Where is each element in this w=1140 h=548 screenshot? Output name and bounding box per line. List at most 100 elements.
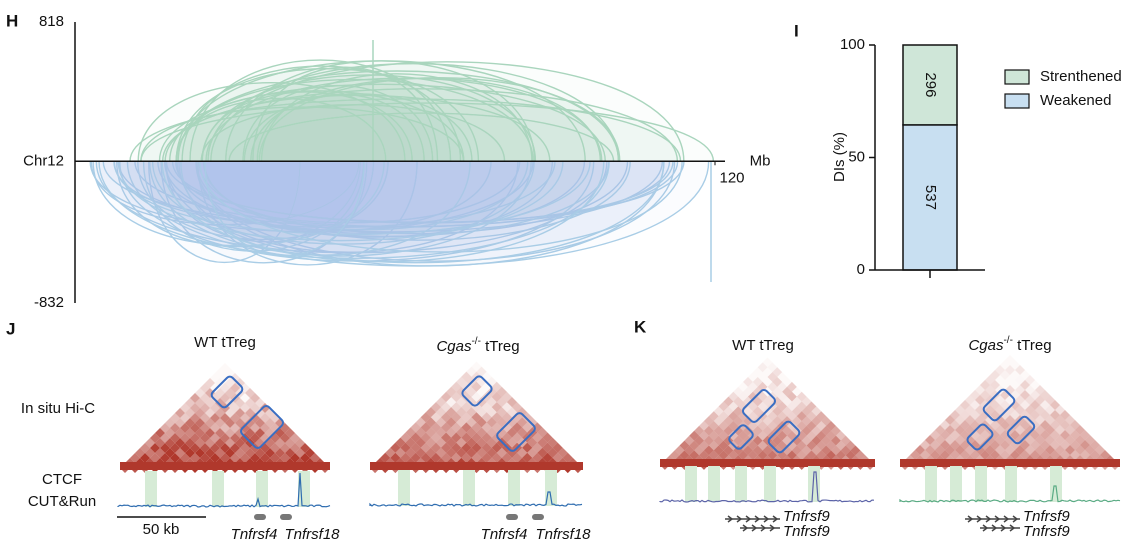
gene-label: Tnfrsf9: [783, 523, 830, 540]
hic-cell: [752, 396, 763, 407]
hic-cell: [410, 442, 421, 453]
hic-cell: [694, 435, 704, 446]
hic-cell: [471, 391, 482, 403]
hic-cell: [235, 408, 245, 418]
hic-cell: [811, 406, 822, 417]
signal-track: [899, 485, 1121, 503]
hic-cell: [703, 435, 714, 446]
gene-arrow: [982, 524, 989, 532]
hic-cell: [1020, 400, 1030, 410]
hic-cell: [425, 407, 436, 418]
hic-cell: [757, 381, 768, 392]
hic-cell: [990, 420, 1000, 430]
hic-cell: [970, 390, 980, 400]
hic-cell: [1070, 430, 1080, 440]
hic-cell: [1000, 400, 1010, 410]
hic-cell: [699, 421, 709, 431]
peak-band: [398, 470, 410, 506]
title-suffix: tTreg: [1013, 337, 1052, 354]
hic-cell: [501, 452, 512, 463]
hic-cell: [461, 371, 472, 382]
hic-cell: [512, 422, 523, 433]
gene-arrow: [736, 515, 743, 523]
hic-cell: [1055, 425, 1065, 435]
x-tick-label: 120: [719, 169, 744, 186]
hic-cell: [835, 430, 846, 441]
hic-cell: [985, 435, 995, 445]
hic-cell: [1015, 365, 1025, 375]
hic-cell: [420, 452, 431, 463]
hic-cell: [782, 435, 792, 446]
hic-cell: [995, 395, 1005, 405]
hic-cell: [512, 432, 523, 443]
hic-cell: [816, 430, 827, 441]
hic-cell: [747, 450, 758, 461]
hic-cell: [762, 396, 773, 407]
title-sup: -/-: [471, 336, 480, 347]
peak-band: [145, 471, 157, 507]
hic-cell: [772, 367, 783, 378]
gene-arrow: [745, 515, 752, 523]
hic-cell: [767, 411, 778, 422]
hic-cell: [491, 391, 502, 403]
hic-cell: [772, 435, 783, 446]
hic-cell: [486, 386, 497, 397]
hic-cell: [1040, 420, 1050, 430]
hic-cell: [855, 450, 866, 461]
panel-label: I: [794, 21, 799, 40]
hic-cell: [960, 420, 970, 430]
legend-swatch: [1004, 93, 1030, 109]
loop-arc: [207, 62, 620, 162]
hic-cell: [767, 372, 778, 382]
y-tick-label: 0: [857, 261, 865, 278]
hic-cell: [255, 428, 265, 438]
hic-cell: [1035, 405, 1045, 415]
map-title: WT tTreg: [732, 337, 794, 354]
hic-cell: [1080, 450, 1090, 460]
hic-cell: [1045, 415, 1055, 425]
chromosome-label: Chr12: [23, 152, 64, 169]
loop-arc: [199, 161, 683, 253]
map-title: Cgas-/- tTreg: [968, 335, 1051, 354]
hic-cell: [777, 450, 788, 461]
hic-cell: [1030, 430, 1040, 440]
hic-cell: [215, 378, 225, 388]
hic-cell: [1060, 410, 1070, 420]
hic-cell: [225, 388, 235, 398]
hic-cell: [1025, 425, 1035, 435]
hic-cell: [975, 395, 985, 405]
hic-cell: [757, 401, 768, 412]
hic-cell: [175, 408, 185, 418]
segment-count: 296: [922, 72, 939, 97]
hic-cell: [456, 437, 467, 448]
hic-cell: [195, 388, 205, 398]
hic-cell: [990, 380, 1000, 390]
hic-cell: [955, 425, 965, 435]
hic-diagonal: [660, 459, 875, 467]
hic-cell: [694, 445, 704, 456]
hic-cell: [451, 412, 462, 423]
peak-band: [545, 470, 557, 506]
gene-label: Tnfrsf4: [231, 526, 278, 543]
hic-cell: [205, 398, 215, 408]
hic-cell: [733, 386, 744, 397]
hic-cell: [738, 401, 748, 412]
hic-cell: [420, 432, 431, 443]
hic-cell: [481, 422, 492, 433]
hic-cell: [1050, 440, 1060, 450]
hic-cell: [410, 432, 421, 443]
hic-cell: [230, 373, 240, 383]
x-axis-label: Mb: [750, 152, 771, 169]
hic-cell: [920, 450, 930, 460]
gene-arrow: [751, 524, 758, 532]
hic-cell: [420, 422, 431, 433]
hic-cell: [1025, 435, 1035, 445]
loop-arc: [140, 106, 465, 162]
hic-cell: [1020, 420, 1030, 430]
hic-cell: [1025, 405, 1035, 415]
hic-cell: [826, 450, 836, 461]
hic-cell: [995, 365, 1005, 375]
hic-cell: [1025, 395, 1035, 405]
hic-cell: [965, 395, 975, 405]
